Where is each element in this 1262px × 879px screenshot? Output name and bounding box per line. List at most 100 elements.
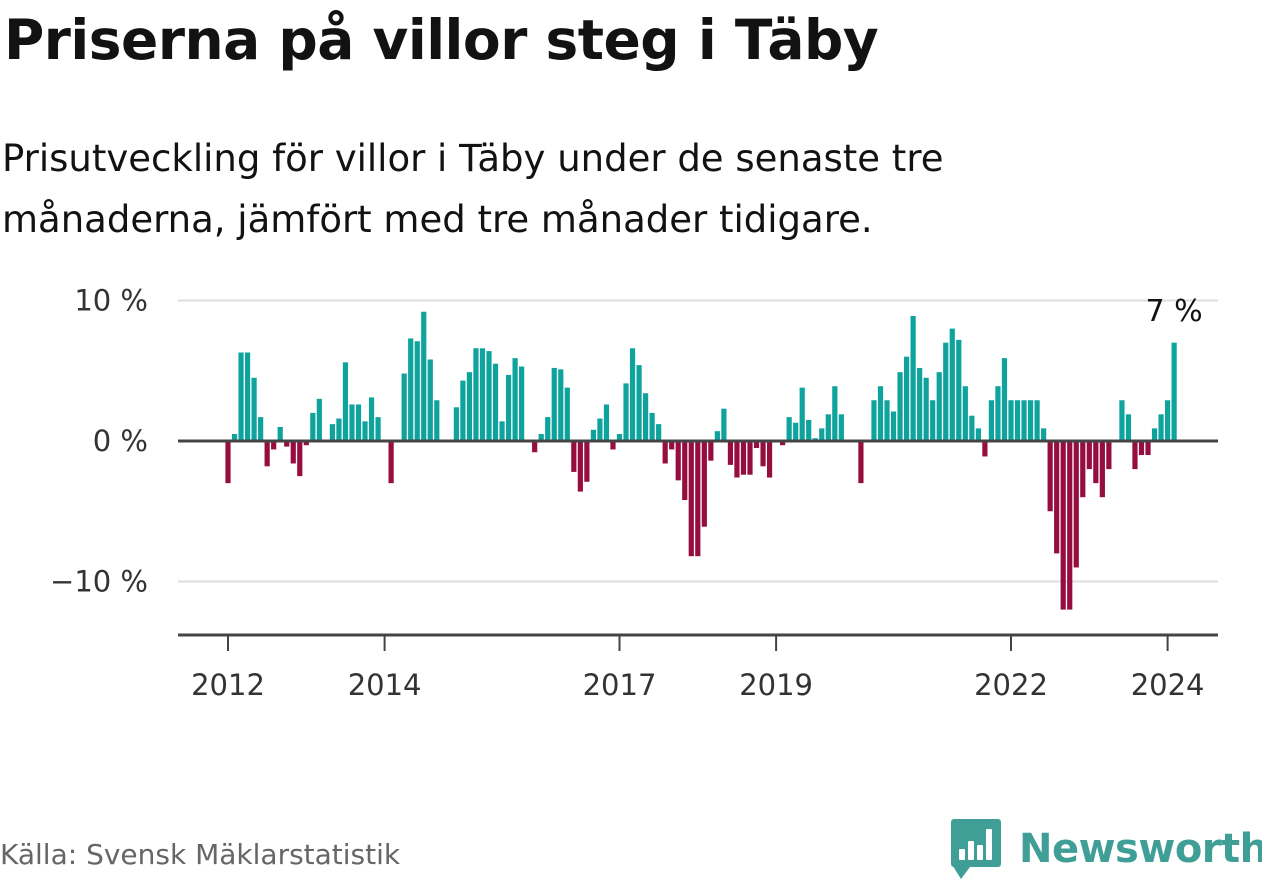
bar	[297, 441, 303, 477]
bar	[251, 377, 257, 441]
bar	[1165, 400, 1171, 441]
bar	[1099, 441, 1105, 498]
bar	[610, 441, 616, 450]
bar	[858, 441, 864, 484]
bar	[890, 411, 897, 441]
bar	[1073, 441, 1079, 568]
bar	[819, 428, 825, 441]
bar	[362, 421, 368, 441]
bar	[766, 441, 773, 478]
bar	[336, 418, 342, 441]
bar	[780, 441, 786, 446]
bar	[532, 441, 538, 453]
bar	[982, 441, 988, 457]
bar	[1027, 400, 1034, 441]
bar	[1171, 342, 1177, 441]
bar	[329, 424, 335, 441]
bar	[584, 441, 590, 482]
gridlines	[178, 299, 1218, 583]
bar	[695, 441, 701, 557]
bar	[258, 417, 264, 441]
bar	[923, 377, 929, 441]
bar	[904, 356, 910, 441]
y-tick-label: 0 %	[93, 424, 148, 458]
y-tick-label: −10 %	[50, 565, 148, 599]
bar	[1145, 441, 1151, 456]
bar	[740, 441, 747, 475]
bar	[669, 441, 675, 450]
bar	[825, 414, 831, 441]
bar	[453, 407, 459, 441]
bar	[871, 400, 877, 441]
bar	[512, 358, 518, 441]
bar	[747, 441, 753, 475]
bar	[1125, 414, 1132, 441]
bar	[662, 441, 668, 464]
bar	[264, 441, 270, 467]
bar	[577, 441, 583, 492]
bar	[290, 441, 296, 464]
bar	[799, 387, 805, 441]
bar	[1021, 400, 1027, 441]
bar	[962, 386, 968, 441]
bar	[1158, 414, 1164, 441]
last-value-label: 7 %	[1146, 294, 1203, 329]
bar	[734, 441, 740, 478]
bar	[832, 386, 838, 441]
bar	[1008, 400, 1014, 441]
bar	[1001, 358, 1008, 441]
bar	[727, 441, 734, 465]
bar	[629, 348, 636, 441]
bar	[434, 400, 440, 441]
bar	[1106, 441, 1112, 470]
bar	[316, 398, 322, 441]
bar	[995, 386, 1001, 441]
bar	[786, 417, 792, 441]
bar	[538, 433, 544, 441]
bar	[793, 422, 799, 441]
bar	[675, 441, 681, 481]
bar	[460, 380, 466, 441]
bar	[1086, 441, 1092, 470]
bar	[492, 363, 499, 441]
axes	[178, 439, 1218, 651]
bar	[623, 383, 629, 441]
bar	[1093, 441, 1099, 484]
bar	[721, 408, 727, 441]
bar	[505, 374, 512, 441]
bar	[910, 315, 916, 441]
x-tick-label: 2012	[191, 668, 265, 702]
bar	[244, 352, 251, 441]
bar	[884, 400, 890, 441]
page-subtitle: Prisutveckling för villor i Täby under d…	[2, 137, 944, 241]
brand-name: Newsworthy	[1019, 826, 1262, 872]
bar	[1041, 428, 1047, 441]
bar	[1014, 400, 1021, 441]
bar	[603, 404, 610, 441]
bar	[1060, 441, 1066, 610]
x-tick-label: 2017	[583, 668, 657, 702]
bar	[969, 415, 975, 441]
bar	[1067, 441, 1073, 610]
bar	[643, 393, 649, 441]
x-tick-label: 2014	[348, 668, 422, 702]
bar	[988, 400, 995, 441]
bar	[708, 441, 714, 461]
bar	[1138, 441, 1145, 456]
bar	[284, 441, 290, 447]
x-tick-label: 2019	[739, 668, 813, 702]
bar	[656, 424, 662, 441]
bar	[688, 441, 694, 557]
bar	[936, 372, 942, 441]
bar	[1047, 441, 1053, 512]
bar	[649, 412, 655, 441]
bar	[975, 428, 981, 441]
bar-chart-logo-icon	[951, 819, 1001, 879]
bar	[1054, 441, 1060, 554]
bar	[1132, 441, 1138, 470]
bar	[499, 421, 505, 441]
bar	[388, 441, 394, 484]
bar	[545, 417, 551, 441]
bar	[558, 369, 564, 441]
